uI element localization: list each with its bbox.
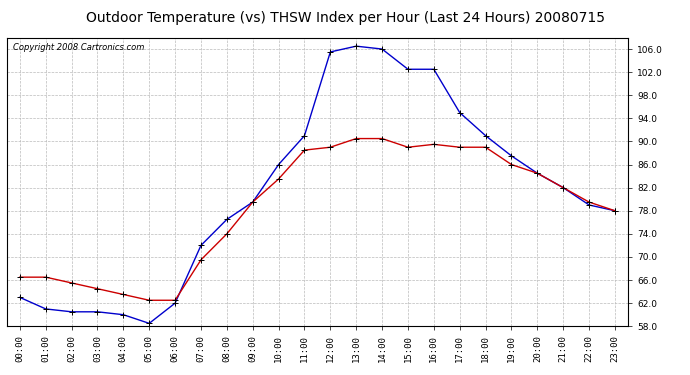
Text: Copyright 2008 Cartronics.com: Copyright 2008 Cartronics.com: [13, 43, 144, 52]
Text: Outdoor Temperature (vs) THSW Index per Hour (Last 24 Hours) 20080715: Outdoor Temperature (vs) THSW Index per …: [86, 11, 604, 25]
